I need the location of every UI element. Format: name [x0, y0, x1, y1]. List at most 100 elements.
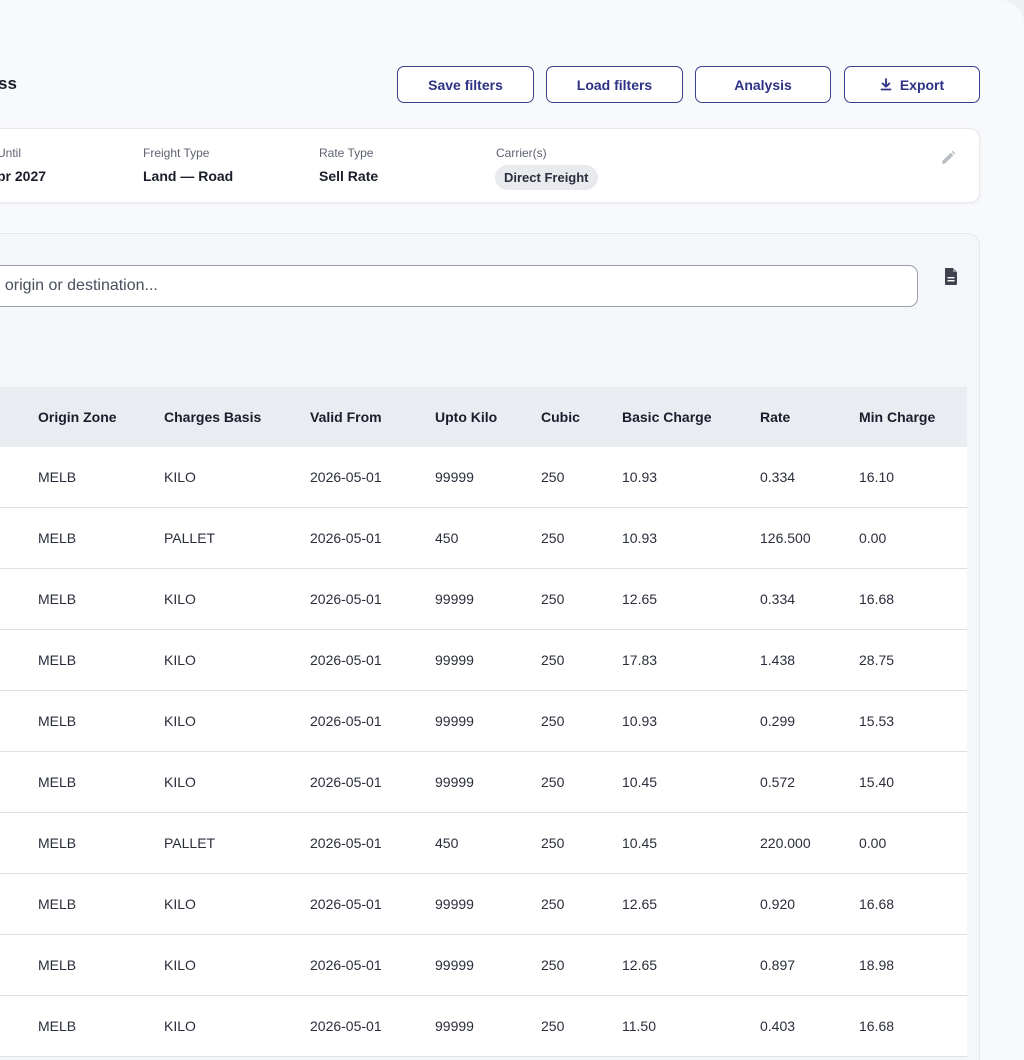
cell-rate: 0.920 [760, 896, 796, 912]
table-row[interactable]: MELB KILO 2026-05-01 99999 250 10.93 0.334 16.1… [0, 447, 967, 508]
cell-charges-basis: KILO [164, 896, 196, 912]
cell-valid-from: 2026-05-01 [310, 896, 382, 912]
cell-min-charge: 15.53 [859, 713, 895, 729]
cell-rate: 0.299 [760, 713, 796, 729]
cell-valid-from: 2026-05-01 [310, 530, 382, 546]
cell-valid-from: 2026-05-01 [310, 652, 382, 668]
cell-upto-kilo: 99999 [435, 774, 474, 790]
table-row[interactable]: MELB KILO 2026-05-01 99999 250 12.65 0.920 16.6… [0, 874, 967, 935]
column-header-valid-from[interactable]: Valid From [310, 409, 382, 425]
cell-upto-kilo: 99999 [435, 957, 474, 973]
cell-cubic: 250 [541, 957, 565, 973]
cell-rate: 0.403 [760, 1018, 796, 1034]
cell-basic-charge: 10.45 [622, 774, 658, 790]
save-filters-label: Save filters [428, 76, 503, 93]
cell-cubic: 250 [541, 530, 565, 546]
cell-origin-zone: MELB [38, 591, 77, 607]
cell-rate: 0.334 [760, 591, 796, 607]
cell-min-charge: 16.68 [859, 1018, 895, 1034]
cell-cubic: 250 [541, 591, 565, 607]
cell-origin-zone: MELB [38, 469, 77, 485]
load-filters-button[interactable]: Load filters [546, 66, 683, 103]
cell-charges-basis: KILO [164, 591, 196, 607]
cell-cubic: 250 [541, 835, 565, 851]
cell-cubic: 250 [541, 1018, 565, 1034]
load-filters-label: Load filters [576, 76, 653, 93]
freight-type-value: Land — Road [143, 168, 234, 184]
export-label: Export [899, 76, 945, 93]
cell-upto-kilo: 99999 [435, 896, 474, 912]
cell-rate: 0.572 [760, 774, 796, 790]
column-header-upto-kilo[interactable]: Upto Kilo [435, 409, 498, 425]
cell-origin-zone: MELB [38, 713, 77, 729]
table-row[interactable]: MELB PALLET 2026-05-01 450 250 10.45 220.000 0.… [0, 813, 967, 874]
document-icon[interactable] [943, 267, 959, 291]
table-body: MELB KILO 2026-05-01 99999 250 10.93 0.334 16.1… [0, 447, 967, 1057]
cell-basic-charge: 10.93 [622, 713, 658, 729]
column-header-basic-charge[interactable]: Basic Charge [622, 409, 712, 425]
cell-cubic: 250 [541, 713, 565, 729]
table-row[interactable]: MELB PALLET 2026-05-01 450 250 10.93 126.500 0.… [0, 508, 967, 569]
cell-origin-zone: MELB [38, 652, 77, 668]
cell-min-charge: 0.00 [859, 835, 887, 851]
search-input[interactable]: , origin or destination... [0, 265, 918, 307]
column-header-cubic[interactable]: Cubic [541, 409, 580, 425]
cell-min-charge: 28.75 [859, 652, 895, 668]
save-filters-button[interactable]: Save filters [397, 66, 534, 103]
cell-basic-charge: 11.50 [622, 1018, 656, 1034]
cell-min-charge: 15.40 [859, 774, 895, 790]
cell-cubic: 250 [541, 469, 565, 485]
cell-valid-from: 2026-05-01 [310, 713, 382, 729]
download-icon [880, 78, 892, 91]
freight-type-label: Freight Type [143, 146, 210, 160]
table-row[interactable]: MELB KILO 2026-05-01 99999 250 10.45 0.572 15.4… [0, 752, 967, 813]
table-row[interactable]: MELB KILO 2026-05-01 99999 250 12.65 0.334 16.6… [0, 569, 967, 630]
cell-charges-basis: KILO [164, 774, 196, 790]
cell-rate: 0.334 [760, 469, 796, 485]
search-placeholder: , origin or destination... [0, 277, 158, 294]
cell-upto-kilo: 99999 [435, 713, 474, 729]
cell-valid-from: 2026-05-01 [310, 591, 382, 607]
cell-basic-charge: 10.93 [622, 530, 658, 546]
cell-basic-charge: 10.93 [622, 469, 658, 485]
cell-origin-zone: MELB [38, 896, 77, 912]
analysis-label: Analysis [734, 76, 792, 93]
cell-charges-basis: PALLET [164, 530, 216, 546]
cell-charges-basis: KILO [164, 652, 196, 668]
rate-type-value: Sell Rate [319, 168, 379, 184]
cell-rate: 220.000 [760, 835, 811, 851]
cell-valid-from: 2026-05-01 [310, 835, 382, 851]
cell-cubic: 250 [541, 774, 565, 790]
cell-min-charge: 18.98 [859, 957, 895, 973]
cell-rate: 0.897 [760, 957, 796, 973]
cell-min-charge: 16.68 [859, 591, 895, 607]
table-row[interactable]: MELB KILO 2026-05-01 99999 250 10.93 0.299 15.5… [0, 691, 967, 752]
column-header-origin-zone[interactable]: Origin Zone [38, 409, 117, 425]
export-button[interactable]: Export [844, 66, 980, 103]
rate-type-label: Rate Type [319, 146, 374, 160]
cell-charges-basis: PALLET [164, 835, 216, 851]
pencil-icon[interactable] [939, 149, 957, 172]
column-header-min-charge[interactable]: Min Charge [859, 409, 936, 425]
cell-basic-charge: 10.45 [622, 835, 658, 851]
column-header-rate[interactable]: Rate [760, 409, 791, 425]
analysis-button[interactable]: Analysis [695, 66, 831, 103]
table-row[interactable]: MELB KILO 2026-05-01 99999 250 12.65 0.897 18.9… [0, 935, 967, 996]
rates-table: Origin Zone Charges Basis Valid From Upto K… [0, 387, 967, 1057]
until-value: pr 2027 [0, 168, 47, 184]
table-row[interactable]: MELB KILO 2026-05-01 99999 250 17.83 1.438 28.7… [0, 630, 967, 691]
column-header-charges-basis[interactable]: Charges Basis [164, 409, 262, 425]
cell-rate: 126.500 [760, 530, 811, 546]
cell-min-charge: 16.10 [859, 469, 895, 485]
cell-charges-basis: KILO [164, 957, 196, 973]
page-title: ss [0, 74, 17, 93]
cell-valid-from: 2026-05-01 [310, 469, 382, 485]
cell-upto-kilo: 450 [435, 530, 459, 546]
cell-valid-from: 2026-05-01 [310, 957, 382, 973]
cell-valid-from: 2026-05-01 [310, 774, 382, 790]
cell-cubic: 250 [541, 652, 565, 668]
cell-origin-zone: MELB [38, 1018, 77, 1034]
table-row[interactable]: MELB KILO 2026-05-01 99999 250 11.50 0.403 16.6… [0, 996, 967, 1057]
cell-upto-kilo: 99999 [435, 469, 474, 485]
